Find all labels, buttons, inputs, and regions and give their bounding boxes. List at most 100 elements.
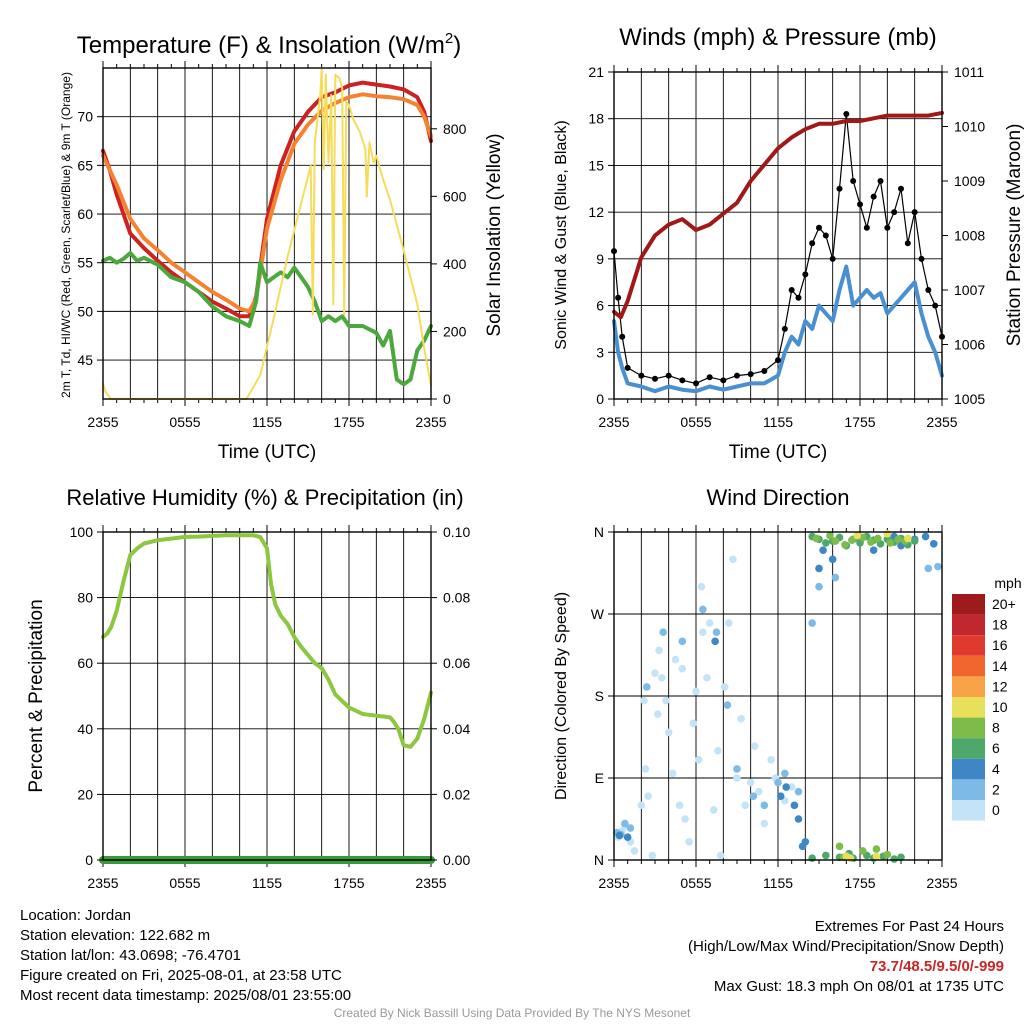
direction-point bbox=[815, 582, 823, 591]
y-tick-label-left: 6 bbox=[596, 298, 604, 314]
series-relative-humidity bbox=[101, 533, 433, 749]
x-tick-label: 1155 bbox=[763, 875, 793, 891]
legend-swatch bbox=[952, 800, 985, 821]
credit-line: Created By Nick Bassill Using Data Provi… bbox=[333, 1006, 691, 1020]
legend-label: 8 bbox=[992, 720, 1000, 736]
direction-point bbox=[894, 535, 903, 544]
y-tick-label-left: 3 bbox=[596, 344, 604, 360]
direction-point bbox=[678, 664, 687, 673]
direction-point bbox=[630, 847, 639, 855]
x-tick-label: 1155 bbox=[252, 875, 282, 891]
direction-point bbox=[626, 824, 635, 832]
legend-label: 12 bbox=[992, 678, 1008, 694]
x-tick-label: 1755 bbox=[844, 414, 875, 430]
direction-point bbox=[886, 539, 894, 547]
legend-label: 20+ bbox=[992, 596, 1016, 612]
direction-point bbox=[808, 854, 816, 862]
y-tick-label-left: 70 bbox=[77, 109, 93, 125]
direction-point bbox=[883, 530, 892, 538]
direction-point bbox=[699, 628, 707, 637]
title-close-paren: ) bbox=[453, 32, 461, 59]
y-tick-label-left: 50 bbox=[77, 303, 93, 319]
direction-point bbox=[767, 755, 775, 764]
y-axis-label-left: Percent & Precipitation bbox=[26, 599, 47, 792]
y-tick-label-left: N bbox=[594, 524, 604, 540]
direction-point bbox=[733, 774, 741, 782]
extremes-subheading: (High/Low/Max Wind/Precipitation/Snow De… bbox=[688, 938, 1004, 955]
direction-point bbox=[822, 539, 830, 547]
direction-point bbox=[648, 851, 657, 860]
y-tick-label-right: 0.08 bbox=[443, 590, 470, 606]
direction-point bbox=[637, 801, 646, 810]
chart-title-temperature: Temperature (F) & Insolation (W/m2) bbox=[77, 30, 461, 59]
y-axis-label-left: Sonic Wind & Gust (Blue, Black) bbox=[553, 120, 570, 349]
direction-point bbox=[782, 783, 790, 791]
direction-point bbox=[760, 801, 769, 810]
direction-point bbox=[846, 854, 855, 862]
direction-point bbox=[675, 801, 684, 810]
legend-label: 14 bbox=[992, 658, 1008, 674]
direction-point bbox=[776, 792, 785, 801]
direction-point bbox=[703, 673, 711, 682]
direction-point bbox=[653, 710, 662, 719]
x-axis-label: Time (UTC) bbox=[729, 442, 828, 463]
x-tick-label: 0555 bbox=[169, 414, 200, 430]
direction-point bbox=[697, 582, 706, 591]
direction-point bbox=[930, 540, 938, 548]
direction-point bbox=[692, 687, 700, 696]
y-tick-label-right: 0.04 bbox=[443, 721, 470, 737]
direction-point bbox=[671, 655, 680, 664]
figure-created: Figure created on Fri, 2025-08-01, at 23… bbox=[20, 967, 342, 984]
y-axis-label-left: Direction (Colored By Speed) bbox=[553, 592, 570, 800]
x-tick-label: 2355 bbox=[87, 875, 118, 891]
legend-label: 6 bbox=[992, 740, 1000, 756]
y-tick-label-left: 21 bbox=[588, 64, 604, 80]
y-tick-label-left: S bbox=[595, 688, 604, 704]
direction-point bbox=[716, 851, 725, 860]
direction-point bbox=[651, 669, 659, 678]
y-tick-label-left: 12 bbox=[588, 204, 604, 220]
x-tick-label: 0555 bbox=[169, 875, 200, 891]
direction-point bbox=[774, 778, 782, 787]
max-gust: Max Gust: 18.3 mph On 08/01 at 1735 UTC bbox=[713, 978, 1004, 995]
legend-swatch bbox=[952, 779, 985, 800]
y-tick-label-left: 60 bbox=[77, 206, 93, 222]
direction-point bbox=[883, 850, 892, 859]
direction-point bbox=[872, 852, 881, 861]
series-gust bbox=[613, 113, 943, 384]
direction-point bbox=[699, 605, 707, 614]
direction-point bbox=[904, 534, 912, 543]
legend-label: 10 bbox=[992, 699, 1008, 715]
direction-point bbox=[781, 769, 789, 778]
y-tick-label-left: 65 bbox=[77, 157, 93, 173]
y-tick-label-left: 40 bbox=[77, 721, 93, 737]
direction-point bbox=[681, 815, 689, 823]
legend-swatch bbox=[952, 738, 985, 759]
chart-title-humidity: Relative Humidity (%) & Precipitation (i… bbox=[66, 485, 463, 510]
recent-timestamp: Most recent data timestamp: 2025/08/01 2… bbox=[20, 987, 352, 1004]
direction-point bbox=[733, 765, 741, 773]
direction-point bbox=[694, 755, 703, 764]
y-tick-label-left: 45 bbox=[77, 352, 93, 368]
series-station-pressure bbox=[612, 110, 944, 320]
direction-point bbox=[819, 546, 827, 555]
direction-point bbox=[712, 628, 721, 637]
legend-swatch bbox=[952, 614, 985, 636]
y-tick-label-right: 0.00 bbox=[443, 852, 470, 868]
plot-frame bbox=[102, 67, 432, 400]
y-tick-label-right: 1009 bbox=[954, 173, 985, 189]
y-tick-label-right: 400 bbox=[443, 256, 467, 272]
station-elevation: Station elevation: 122.682 m bbox=[20, 927, 211, 944]
legend-swatch bbox=[952, 594, 985, 615]
x-tick-label: 0555 bbox=[680, 875, 711, 891]
y-tick-label-right: 200 bbox=[443, 323, 467, 339]
station-info: Location: Jordan Station elevation: 122.… bbox=[20, 906, 351, 1006]
direction-point bbox=[873, 534, 882, 543]
direction-point bbox=[750, 742, 759, 750]
direction-point bbox=[644, 792, 652, 801]
y-tick-label-left: 100 bbox=[70, 524, 94, 540]
direction-point bbox=[711, 637, 719, 646]
direction-point bbox=[725, 619, 733, 627]
legend-swatch bbox=[952, 758, 985, 780]
